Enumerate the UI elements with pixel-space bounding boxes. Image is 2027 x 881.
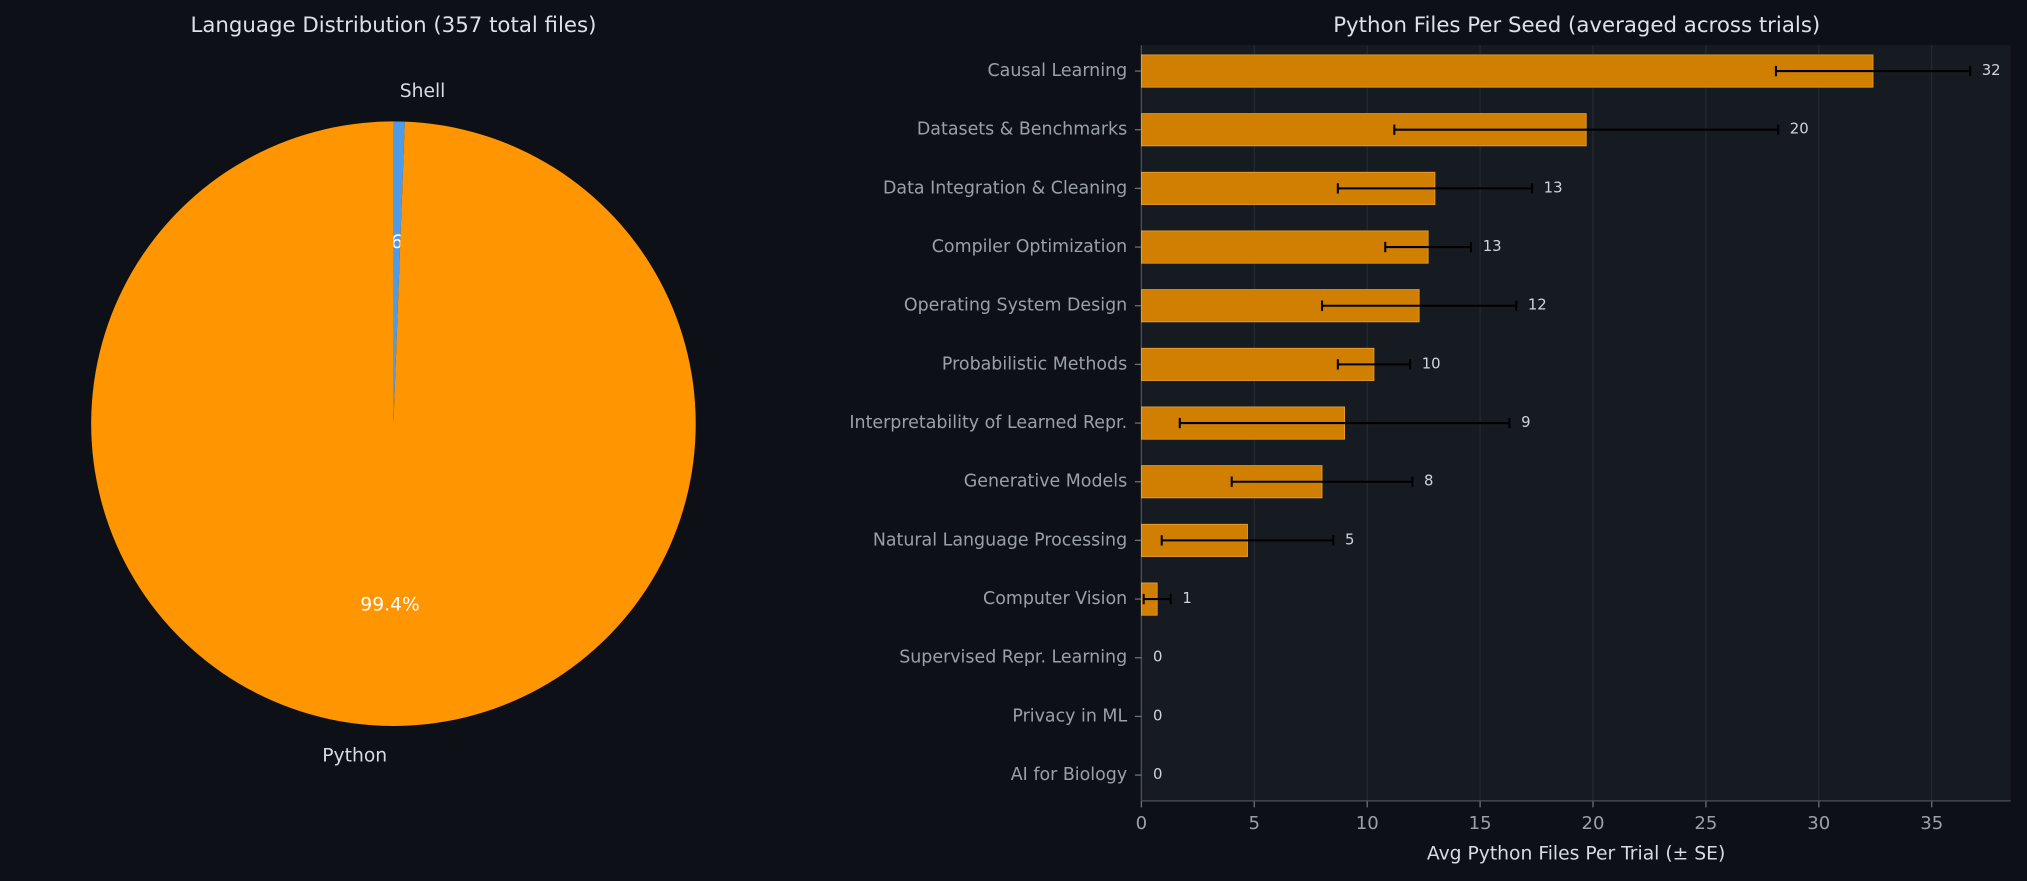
error-bar — [1774, 65, 1972, 77]
value-label: 9 — [1521, 413, 1530, 431]
y-tick-label: Computer Vision — [983, 589, 1127, 609]
error-bar — [1178, 417, 1511, 429]
value-label: 1 — [1182, 589, 1191, 607]
value-label: 10 — [1422, 354, 1441, 372]
value-label: 32 — [1982, 61, 2001, 79]
x-tick-label: 15 — [1469, 813, 1492, 834]
y-tick-label: Interpretability of Learned Repr. — [849, 413, 1127, 433]
bar — [1140, 54, 1874, 88]
x-tick-label: 5 — [1249, 813, 1261, 834]
y-tick-label: Causal Learning — [988, 61, 1128, 81]
y-tick-label: Operating System Design — [904, 296, 1127, 316]
value-label: 0 — [1153, 706, 1162, 724]
value-label: 13 — [1544, 178, 1563, 196]
value-label: 0 — [1153, 765, 1162, 783]
x-tick-label: 35 — [1920, 813, 1943, 834]
pie-slice — [393, 121, 405, 424]
value-label: 12 — [1528, 296, 1547, 314]
y-tick-label: Compiler Optimization — [932, 237, 1127, 257]
slice-label: Python — [322, 746, 387, 767]
error-bar — [1160, 535, 1335, 546]
error-bar — [1321, 300, 1518, 311]
y-tick-label: Supervised Repr. Learning — [899, 648, 1127, 668]
x-axis-label: Avg Python Files Per Trial (± SE) — [1427, 843, 1725, 864]
y-tick-label: AI for Biology — [1011, 765, 1127, 785]
error-bar — [1336, 359, 1412, 370]
bar — [1140, 230, 1429, 264]
y-tick-label: Privacy in ML — [1012, 706, 1127, 726]
y-tick-label: Generative Models — [964, 472, 1127, 492]
slice-percent: 99.4% — [360, 595, 419, 616]
x-tick-label: 25 — [1694, 813, 1717, 834]
value-label: 20 — [1790, 120, 1809, 138]
value-label: 5 — [1345, 530, 1354, 548]
y-tick-label: Datasets & Benchmarks — [917, 120, 1127, 140]
x-tick-label: 0 — [1136, 813, 1148, 834]
y-tick-label: Natural Language Processing — [873, 530, 1127, 550]
value-label: 13 — [1483, 237, 1502, 255]
error-bar — [1230, 476, 1414, 487]
x-tick-label: 20 — [1582, 813, 1605, 834]
error-bar — [1336, 183, 1534, 194]
x-tick-label: 10 — [1356, 813, 1379, 834]
pie-slice — [91, 121, 696, 726]
bar — [1140, 347, 1375, 381]
value-label: 0 — [1153, 648, 1162, 666]
bar-title: Python Files Per Seed (averaged across t… — [1333, 13, 1820, 38]
x-tick-label: 30 — [1807, 813, 1830, 834]
y-tick-label: Probabilistic Methods — [942, 354, 1127, 374]
y-tick-label: Data Integration & Cleaning — [883, 178, 1127, 198]
error-bar — [1384, 241, 1473, 253]
error-bar — [1142, 593, 1172, 605]
slice-label: Shell — [400, 81, 446, 102]
pie-title: Language Distribution (357 total files) — [190, 13, 596, 38]
value-label: 8 — [1424, 472, 1433, 490]
error-bar — [1393, 124, 1780, 135]
